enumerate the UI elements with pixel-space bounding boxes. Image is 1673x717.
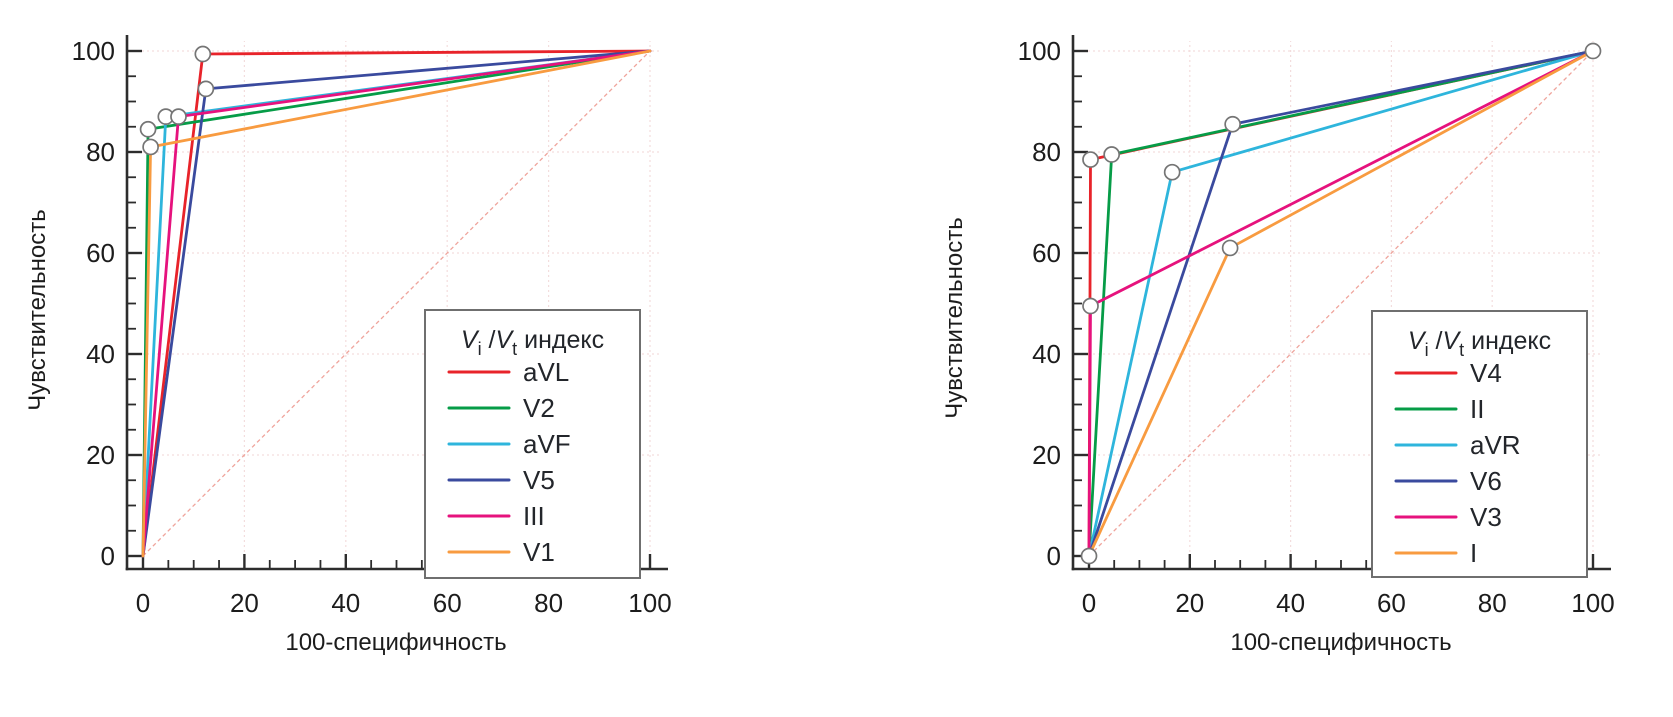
legend-title: Vi /Vt индекс: [1408, 327, 1551, 360]
legend-label-V4: V4: [1470, 358, 1502, 388]
y-tick-label: 40: [86, 339, 115, 369]
x-axis-label-left: 100-специфичность: [285, 629, 506, 656]
markers: [1080, 42, 1602, 565]
shared-point: [1080, 547, 1098, 565]
legend-label-V3: V3: [1470, 502, 1502, 532]
x-axis-label-right: 100-специфичность: [1230, 629, 1451, 656]
legend-label-II: II: [1470, 394, 1484, 424]
legend-label-V2: V2: [523, 393, 555, 423]
legend-title: Vi /Vt индекс: [461, 326, 604, 359]
operating-point-I: [1221, 239, 1239, 257]
y-tick-label: 60: [86, 238, 115, 268]
legend-label-V1: V1: [523, 537, 555, 567]
y-tick-label: 80: [1032, 137, 1061, 167]
axes: 0 20 40 60 80 100 0 20 40 60 80 100: [1018, 35, 1615, 618]
legend-label-aVR: aVR: [1470, 430, 1521, 460]
y-tick-label: 0: [101, 541, 115, 571]
x-tick-label: 80: [534, 588, 563, 618]
y-tick-label: 0: [1047, 541, 1061, 571]
legend-label-V6: V6: [1470, 466, 1502, 496]
shared-point: [1584, 42, 1602, 60]
x-tick-label: 60: [1377, 588, 1406, 618]
y-tick-label: 20: [1032, 440, 1061, 470]
operating-point-II: [1103, 146, 1121, 163]
reference-diagonal: [142, 50, 651, 557]
operating-point-V5: [197, 80, 215, 98]
operating-point-aVR: [1163, 163, 1181, 181]
y-axis-label-right: Чувствительность: [941, 217, 968, 419]
x-tick-label: 40: [331, 588, 360, 618]
y-tick-label: 80: [86, 137, 115, 167]
y-tick-label: 60: [1032, 238, 1061, 268]
x-tick-label: 0: [1082, 588, 1096, 618]
operating-point-V4: [1082, 151, 1099, 168]
operating-point-V3: [1082, 297, 1099, 315]
y-axis-label-left: Чувствительность: [24, 209, 51, 411]
legend-label-III: III: [523, 501, 545, 531]
operating-point-V1: [142, 138, 159, 156]
legend-box: [1371, 310, 1588, 578]
operating-point-aVL: [194, 45, 212, 63]
legend-label-aVF: aVF: [523, 429, 571, 459]
operating-point-V2: [139, 120, 157, 138]
y-tick-label: 100: [1018, 36, 1061, 66]
y-tick-label: 100: [72, 36, 115, 66]
legend-label-I: I: [1470, 538, 1477, 568]
x-tick-label: 20: [1175, 588, 1204, 618]
y-tick-label: 40: [1032, 339, 1061, 369]
legend-label-V5: V5: [523, 465, 555, 495]
roc-chart-left: 0 20 40 60 80 100 0 20 40 60 80 100 Vi /Vt индексaVL…: [72, 35, 672, 618]
axes: 0 20 40 60 80 100 0 20 40 60 80 100: [72, 35, 672, 618]
legend-label-aVL: aVL: [523, 357, 569, 387]
markers: [139, 45, 215, 156]
y-tick-label: 20: [86, 440, 115, 470]
x-tick-label: 80: [1478, 588, 1507, 618]
x-tick-label: 20: [230, 588, 259, 618]
x-tick-label: 60: [433, 588, 462, 618]
x-tick-label: 40: [1276, 588, 1305, 618]
operating-point-III: [170, 108, 187, 126]
x-tick-label: 0: [136, 588, 150, 618]
x-tick-label: 100: [1571, 588, 1614, 618]
x-tick-label: 100: [628, 588, 671, 618]
operating-point-V6: [1224, 115, 1241, 133]
